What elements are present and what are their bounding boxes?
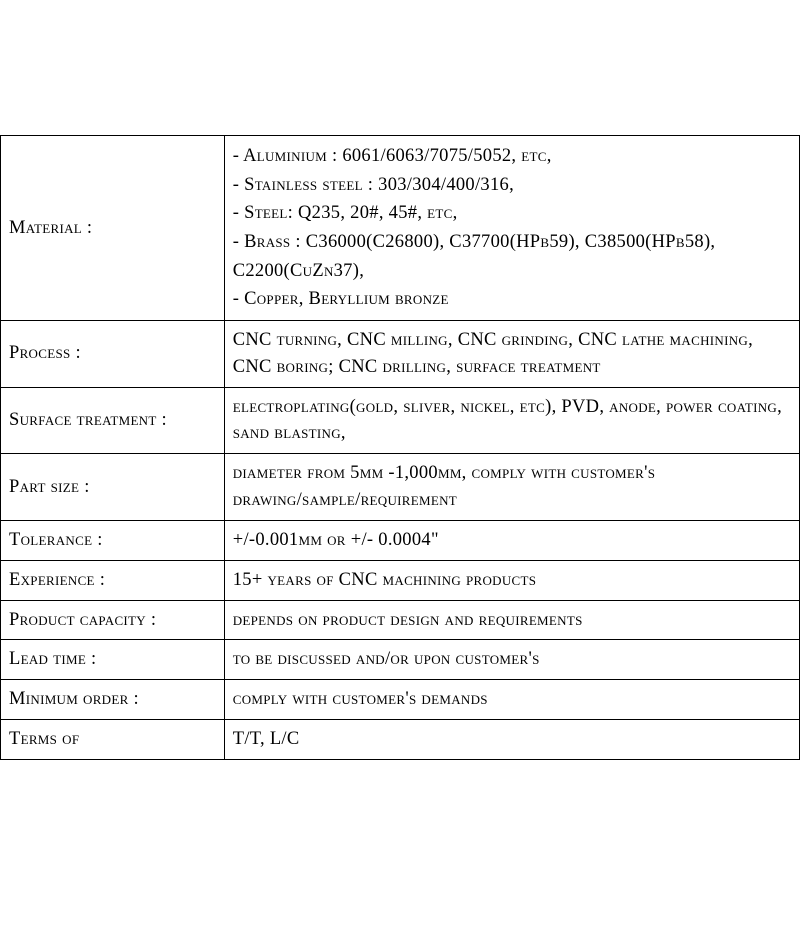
spec-value: - Aluminium : 6061/6063/7075/5052, etc,-… <box>224 136 799 321</box>
material-list: - Aluminium : 6061/6063/7075/5052, etc,-… <box>233 142 791 314</box>
material-item: - Copper, Beryllium bronze <box>233 285 791 314</box>
spec-value: depends on product design and requiremen… <box>224 600 799 640</box>
material-item: - Steel: Q235, 20#, 45#, etc, <box>233 199 791 228</box>
spec-label: Process : <box>1 321 225 388</box>
table-row: Lead time :to be discussed and/or upon c… <box>1 640 800 680</box>
material-item: - Stainless steel : 303/304/400/316, <box>233 171 791 200</box>
spec-label: Minimum order : <box>1 680 225 720</box>
spec-value: electroplating(gold, sliver, nickel, etc… <box>224 387 799 454</box>
spec-label: Surface treatment : <box>1 387 225 454</box>
spec-value: diameter from 5mm -1,000mm, comply with … <box>224 454 799 521</box>
specifications-table: Material :- Aluminium : 6061/6063/7075/5… <box>0 135 800 760</box>
table-row: Part size :diameter from 5mm -1,000mm, c… <box>1 454 800 521</box>
spec-label: Experience : <box>1 560 225 600</box>
spec-value: CNC turning, CNC milling, CNC grinding, … <box>224 321 799 388</box>
table-row: Terms ofT/T, L/C <box>1 719 800 759</box>
spec-value: to be discussed and/or upon customer's <box>224 640 799 680</box>
spec-value: comply with customer's demands <box>224 680 799 720</box>
material-item: - Aluminium : 6061/6063/7075/5052, etc, <box>233 142 791 171</box>
spec-value: T/T, L/C <box>224 719 799 759</box>
table-row: Minimum order :comply with customer's de… <box>1 680 800 720</box>
spec-label: Terms of <box>1 719 225 759</box>
table-row: Product capacity :depends on product des… <box>1 600 800 640</box>
table-row: Process :CNC turning, CNC milling, CNC g… <box>1 321 800 388</box>
spec-value: 15+ years of CNC machining products <box>224 560 799 600</box>
table-body: Material :- Aluminium : 6061/6063/7075/5… <box>1 136 800 760</box>
table-row: Experience : 15+ years of CNC machining … <box>1 560 800 600</box>
spec-label: Lead time : <box>1 640 225 680</box>
spec-label: Part size : <box>1 454 225 521</box>
spec-value: +/-0.001mm or +/- 0.0004" <box>224 520 799 560</box>
spec-label: Tolerance : <box>1 520 225 560</box>
table-row: Material :- Aluminium : 6061/6063/7075/5… <box>1 136 800 321</box>
spec-label: Material : <box>1 136 225 321</box>
table-row: Surface treatment :electroplating(gold, … <box>1 387 800 454</box>
spec-label: Product capacity : <box>1 600 225 640</box>
table-row: Tolerance :+/-0.001mm or +/- 0.0004" <box>1 520 800 560</box>
material-item: - Brass : C36000(C26800), C37700(HPb59),… <box>233 228 791 285</box>
